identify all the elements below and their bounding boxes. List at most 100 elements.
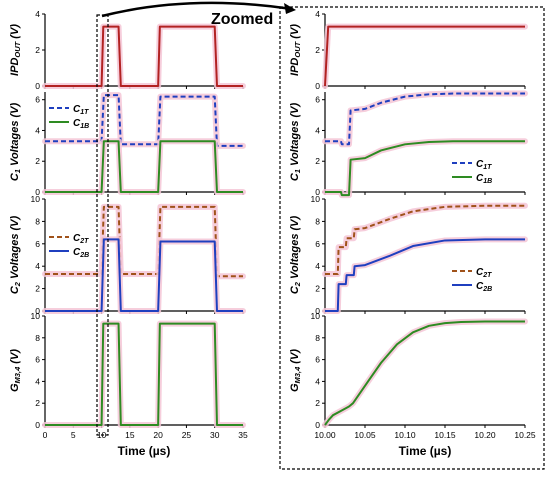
y-tick-label: 4 — [315, 9, 320, 19]
y-tick-label: 0 — [315, 187, 320, 197]
x-tick-label: 10.00 — [314, 430, 336, 440]
x-tick-label: 0 — [43, 430, 48, 440]
y-axis-label: C2 Voltages (V) — [289, 215, 302, 294]
x-tick-label: 10.10 — [394, 430, 416, 440]
left-panel-c1: 0 2 4 6 C1 Voltages (V) C1T C1B — [9, 92, 246, 197]
y-tick-label: 6 — [35, 239, 40, 249]
y-tick-label: 4 — [35, 261, 40, 271]
legend-label-2T: C2T — [73, 233, 89, 245]
series-glow-GM34 — [42, 320, 246, 428]
y-tick-label: 6 — [35, 355, 40, 365]
right-chart: 0 2 4 IPDOUT (V) 0 2 4 6 C1 Voltages (V) C1T C1B 0 2… — [289, 9, 536, 458]
legend-label-1T: C1T — [73, 104, 89, 116]
legend-label-2B: C2B — [476, 281, 492, 293]
series-line-C2B — [45, 238, 243, 312]
zoom-label: Zoomed — [211, 11, 273, 28]
y-tick-label: 10 — [31, 311, 41, 321]
x-tick-label: 10.20 — [474, 430, 496, 440]
y-tick-label: 2 — [35, 45, 40, 55]
zoom-arrow — [101, 1, 293, 18]
y-tick-label: 4 — [35, 376, 40, 386]
y-axis-label: IPDOUT (V) — [9, 24, 22, 76]
series-glow-C1B — [322, 138, 528, 199]
y-tick-label: 10 — [311, 194, 321, 204]
series-line-C2B — [325, 238, 525, 312]
y-axis-label: GM3,4 (V) — [9, 349, 22, 392]
y-tick-label: 6 — [315, 95, 320, 105]
series-line-C2T — [325, 204, 525, 276]
x-tick-label: 30 — [210, 430, 220, 440]
x-tick-label: 5 — [71, 430, 76, 440]
left-panel-gm: 0 2 4 6 8 10 GM3,4 (V) — [9, 311, 246, 430]
y-tick-label: 4 — [315, 376, 320, 386]
zoom-annotation: Zoomed — [96, 1, 545, 470]
right-panel-ipd: 0 2 4 IPDOUT (V) — [289, 9, 528, 91]
left-panel-ipd: 0 2 4 IPDOUT (V) — [9, 9, 246, 91]
y-tick-label: 0 — [315, 81, 320, 91]
right-panel-c2: 0 2 4 6 8 10 C2 Voltages (V) C2T C2B — [289, 194, 528, 316]
y-axis-label: IPDOUT (V) — [289, 24, 302, 76]
left-chart: 0 2 4 IPDOUT (V) 0 2 4 6 C1 Voltages (V) C1T C1B 0 2… — [9, 9, 248, 458]
series-line-GM34 — [45, 322, 243, 426]
y-tick-label: 4 — [35, 9, 40, 19]
x-tick-label: 20 — [153, 430, 163, 440]
series-line-C1B — [325, 140, 525, 197]
series-glow-C1B — [42, 138, 246, 195]
y-axis-label: C2 Voltages (V) — [9, 215, 22, 294]
y-tick-label: 0 — [35, 420, 40, 430]
right-panel-gm: 0 2 4 6 8 10 GM3,4 (V) — [289, 311, 528, 430]
y-tick-label: 6 — [315, 239, 320, 249]
y-tick-label: 0 — [315, 306, 320, 316]
legend-label-1B: C1B — [73, 118, 89, 130]
legend-label-2B: C2B — [73, 247, 89, 259]
y-tick-label: 2 — [35, 398, 40, 408]
x-axis-label: Time (µs) — [399, 444, 452, 458]
x-tick-label: 15 — [125, 430, 135, 440]
y-tick-label: 4 — [315, 125, 320, 135]
y-tick-label: 2 — [35, 156, 40, 166]
y-tick-label: 8 — [315, 216, 320, 226]
x-tick-label: 10.25 — [514, 430, 536, 440]
x-axis-label: Time (µs) — [118, 444, 171, 458]
left-panel-c2: 0 2 4 6 8 10 C2 Voltages (V) C2T C2B — [9, 194, 246, 316]
series-line-C1T — [325, 92, 525, 146]
y-tick-label: 0 — [35, 187, 40, 197]
series-glow-GM34 — [322, 318, 528, 428]
legend-label-1B: C1B — [476, 173, 492, 185]
x-tick-label: 10.15 — [434, 430, 456, 440]
y-tick-label: 2 — [35, 284, 40, 294]
series-glow-IPD_OUT — [322, 23, 528, 89]
y-tick-label: 8 — [315, 333, 320, 343]
series-glow-C1T — [322, 90, 528, 148]
zoom-target-box — [279, 6, 545, 470]
right-panel-c1: 0 2 4 6 C1 Voltages (V) C1T C1B — [289, 90, 528, 199]
y-tick-label: 0 — [35, 81, 40, 91]
series-line-C1T — [45, 94, 243, 147]
y-tick-label: 6 — [315, 355, 320, 365]
y-tick-label: 10 — [31, 194, 41, 204]
y-axis-label: GM3,4 (V) — [289, 349, 302, 392]
y-tick-label: 0 — [315, 420, 320, 430]
series-glow-IPD_OUT — [42, 23, 246, 89]
series-glow-C2B — [322, 236, 528, 314]
legend-label-1T: C1T — [476, 159, 492, 171]
y-tick-label: 2 — [315, 284, 320, 294]
y-tick-label: 4 — [315, 261, 320, 271]
y-tick-label: 10 — [311, 311, 321, 321]
y-tick-label: 2 — [315, 45, 320, 55]
y-tick-label: 8 — [35, 333, 40, 343]
y-tick-label: 6 — [35, 95, 40, 105]
y-tick-label: 8 — [35, 216, 40, 226]
y-tick-label: 0 — [35, 306, 40, 316]
zoom-arrowhead — [284, 3, 296, 14]
series-line-IPD_OUT — [45, 25, 243, 87]
x-tick-label: 25 — [182, 430, 192, 440]
series-line-C1B — [45, 140, 243, 193]
series-line-IPD_OUT — [324, 25, 525, 87]
y-axis-label: C1 Voltages (V) — [9, 102, 22, 181]
series-line-GM34 — [324, 320, 525, 426]
x-tick-label: 10.05 — [354, 430, 376, 440]
y-tick-label: 2 — [315, 156, 320, 166]
y-tick-label: 2 — [315, 398, 320, 408]
y-axis-label: C1 Voltages (V) — [289, 102, 302, 181]
